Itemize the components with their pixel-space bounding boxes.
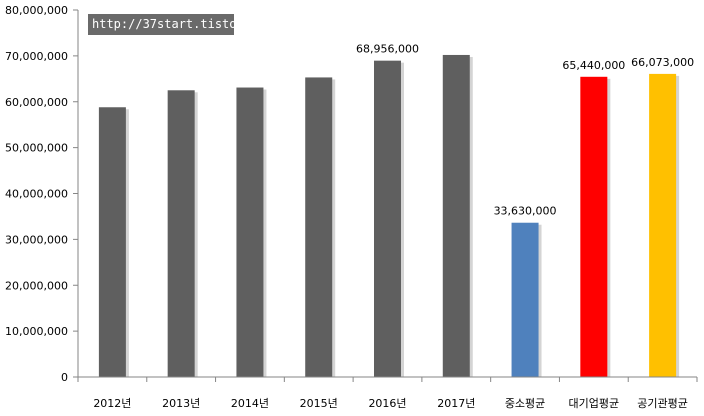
x-tick-label: 2014년	[231, 397, 269, 410]
y-tick-label: 80,000,000	[5, 4, 68, 17]
x-tick-label: 2016년	[368, 397, 406, 410]
y-tick-label: 60,000,000	[5, 96, 68, 109]
data-label: 33,630,000	[494, 205, 557, 218]
watermark-label: http://37start.tistory.com	[88, 14, 280, 35]
bar	[305, 77, 333, 377]
x-tick-label: 2012년	[93, 397, 131, 410]
bar	[649, 73, 677, 378]
data-label: 66,073,000	[631, 56, 694, 69]
bar	[98, 107, 126, 377]
x-tick-label: 대기업평균	[569, 397, 620, 410]
bar	[374, 60, 401, 378]
data-label: 65,440,000	[562, 59, 625, 72]
bar	[580, 76, 608, 377]
y-tick-label: 0	[61, 371, 68, 384]
y-tick-label: 50,000,000	[5, 142, 68, 155]
bars	[98, 54, 680, 378]
data-label: 68,956,000	[356, 43, 419, 56]
bar	[236, 87, 264, 377]
x-tick-label: 2013년	[162, 397, 200, 410]
x-tick-label: 2017년	[437, 397, 475, 410]
y-tick-label: 30,000,000	[5, 233, 68, 246]
bar	[511, 222, 539, 377]
bar	[167, 90, 195, 377]
y-tick-label: 10,000,000	[5, 325, 68, 338]
x-tick-label: 2015년	[300, 397, 338, 410]
y-tick-label: 40,000,000	[5, 188, 68, 201]
x-tick-label: 공기관평균	[637, 397, 688, 410]
y-tick-label: 20,000,000	[5, 279, 68, 292]
y-axis: 0 10,000,000 20,000,000 30,000,000 40,000,00…	[5, 4, 79, 384]
x-tick-label: 중소평균	[505, 397, 545, 410]
data-labels: 68,956,000 33,630,000 65,440,000 66,073,000	[356, 43, 694, 218]
y-tick-label: 70,000,000	[5, 50, 68, 63]
x-axis: 2012년 2013년 2014년 2015년 2016년 2017년 중소평균 대기업평균 공…	[77, 376, 698, 410]
bar	[442, 54, 470, 378]
